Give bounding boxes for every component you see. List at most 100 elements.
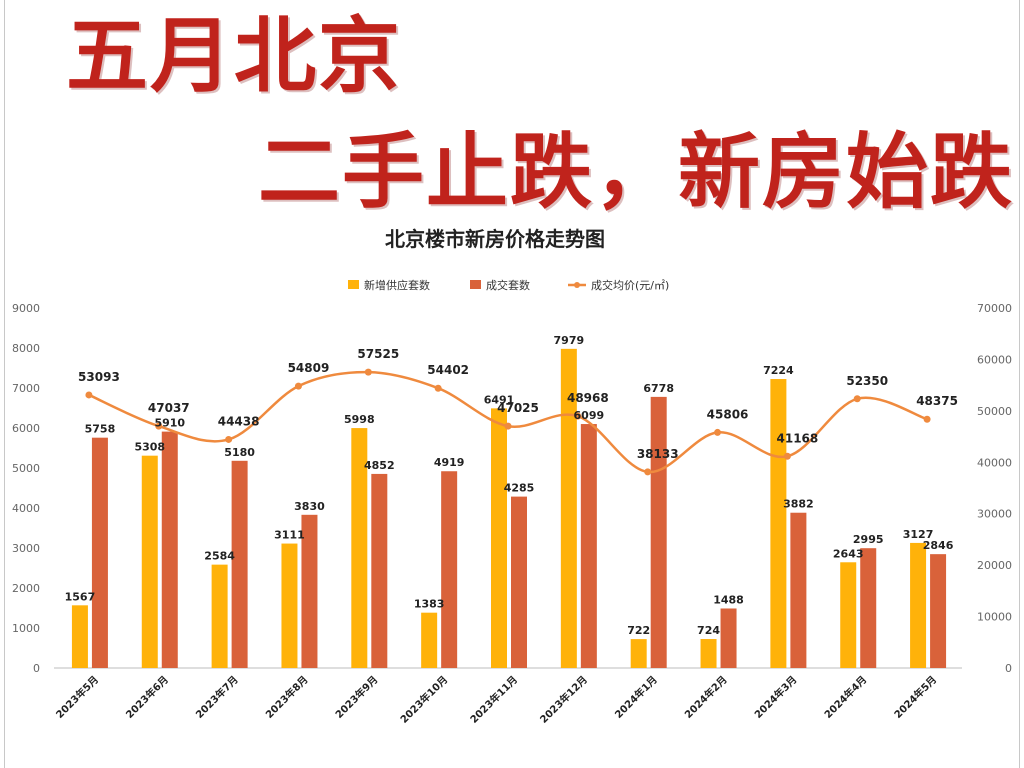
y-left-tick-label: 8000 [12, 342, 40, 355]
bar-deals [161, 431, 178, 668]
bar-deals [720, 608, 737, 668]
bar-supply [71, 605, 88, 668]
price-point-label: 45806 [707, 407, 749, 421]
x-category-label: 2023年9月 [332, 673, 380, 721]
x-category-label: 2023年12月 [537, 673, 590, 726]
price-point-label: 38133 [637, 447, 679, 461]
legend-swatch-0 [348, 280, 359, 289]
y-left-tick-label: 7000 [12, 382, 40, 395]
price-point [434, 384, 442, 392]
x-category-label: 2024年1月 [612, 673, 660, 721]
bar-supply-label: 7224 [763, 364, 794, 377]
bar-supply [840, 562, 857, 668]
bar-deals-label: 4852 [364, 459, 395, 472]
frame-left-border [4, 0, 5, 768]
price-point-label: 44438 [218, 414, 260, 428]
bar-supply-label: 722 [627, 624, 650, 637]
price-point-label: 57525 [357, 347, 399, 361]
price-point [85, 391, 93, 399]
bar-deals-label: 5910 [154, 417, 185, 430]
price-point-label: 48375 [916, 394, 958, 408]
price-point [294, 382, 302, 390]
price-point [923, 415, 931, 423]
bar-supply-label: 724 [697, 624, 720, 637]
bar-supply-label: 3111 [274, 529, 305, 542]
chart-legend: 新增供应套数 成交套数 成交均价(元/㎡) [348, 278, 669, 292]
bar-supply-label: 6491 [484, 393, 515, 406]
price-point-label: 54809 [288, 361, 330, 375]
chart-bars [71, 348, 947, 668]
price-point [504, 422, 512, 430]
y-left-tick-label: 5000 [12, 462, 40, 475]
bar-deals-label: 4285 [504, 482, 535, 495]
bar-deals-label: 5758 [85, 423, 116, 436]
x-category-label: 2023年5月 [53, 673, 101, 721]
x-category-label: 2024年3月 [752, 673, 800, 721]
frame-right-border [1019, 0, 1020, 768]
y-left-tick-label: 9000 [12, 302, 40, 315]
legend-swatch-1 [470, 280, 481, 289]
bar-supply [770, 379, 787, 668]
bar-supply-label: 2643 [833, 547, 864, 560]
y-left-tick-label: 3000 [12, 542, 40, 555]
bar-deals-label: 6099 [574, 409, 605, 422]
bar-supply [421, 612, 438, 668]
price-point-label: 47037 [148, 401, 190, 415]
x-category-label: 2024年2月 [682, 673, 730, 721]
y-left-tick-label: 2000 [12, 582, 40, 595]
bar-supply-label: 5308 [134, 441, 165, 454]
bar-supply [281, 543, 298, 668]
x-category-label: 2024年4月 [821, 673, 869, 721]
price-point-label: 53093 [78, 370, 120, 384]
bar-deals [860, 548, 877, 668]
bar-supply [491, 408, 507, 668]
price-point-label: 41168 [777, 431, 819, 445]
legend-label-1: 成交套数 [486, 278, 530, 292]
y-right-tick-label: 60000 [977, 353, 1012, 366]
chart-title: 北京楼市新房价格走势图 [385, 227, 605, 251]
bar-deals [580, 424, 597, 668]
y-right-tick-label: 50000 [977, 405, 1012, 418]
bar-deals-label: 2995 [853, 533, 884, 546]
y-left-tick-label: 1000 [12, 622, 40, 635]
headline-line-1: 五月北京 [66, 8, 403, 104]
bar-supply [630, 639, 647, 668]
price-point [853, 395, 861, 403]
bar-supply-label: 5998 [344, 413, 375, 426]
y-right-tick-label: 30000 [977, 508, 1012, 521]
bar-supply-label: 2584 [204, 550, 235, 563]
bar-deals [650, 396, 667, 668]
y-right-tick-label: 10000 [977, 611, 1012, 624]
bar-deals-label: 1488 [713, 593, 744, 606]
price-point [644, 468, 652, 476]
bar-deals [301, 514, 318, 668]
y-left-tick-label: 6000 [12, 422, 40, 435]
x-category-label: 2023年8月 [263, 673, 311, 721]
price-point-label: 48968 [567, 391, 609, 405]
bar-supply [351, 428, 368, 668]
x-category-label: 2023年7月 [193, 673, 241, 721]
bar-deals-label: 3882 [783, 498, 814, 511]
bar-deals [511, 496, 527, 668]
bar-deals [231, 460, 248, 668]
y-right-tick-label: 40000 [977, 456, 1012, 469]
y-left-tick-label: 0 [33, 662, 40, 675]
bar-supply [700, 639, 717, 668]
legend-marker-2 [574, 282, 580, 288]
bar-deals-label: 5180 [224, 446, 255, 459]
bar-deals-label: 3830 [294, 500, 325, 513]
price-point [225, 435, 233, 443]
bar-deals-label: 4919 [434, 456, 465, 469]
price-line-layer [85, 368, 931, 476]
bar-supply [141, 455, 158, 668]
price-point [783, 452, 791, 460]
legend-label-0: 新增供应套数 [364, 278, 430, 292]
chart-data-labels: 1567 5758 5308 5910 2584 5180 3111 3830 5998 4852… [65, 334, 958, 637]
bar-supply-label: 1567 [65, 590, 96, 603]
price-point [364, 368, 372, 376]
price-point [155, 422, 163, 430]
bar-deals [91, 437, 108, 668]
y-right-tick-label: 20000 [977, 559, 1012, 572]
bar-supply-label: 7979 [554, 334, 585, 347]
